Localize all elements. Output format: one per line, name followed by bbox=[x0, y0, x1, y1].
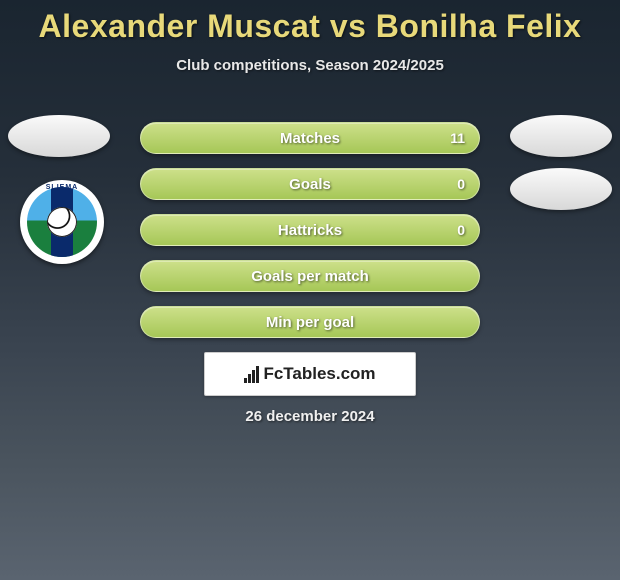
player2-club-placeholder bbox=[510, 168, 612, 210]
stat-label: Hattricks bbox=[278, 222, 342, 239]
date-label: 26 december 2024 bbox=[0, 408, 620, 425]
stat-row-hattricks: Hattricks 0 bbox=[140, 214, 480, 246]
stat-label: Matches bbox=[280, 130, 340, 147]
stat-label: Min per goal bbox=[266, 314, 354, 331]
stat-row-goals: Goals 0 bbox=[140, 168, 480, 200]
stat-row-min-per-goal: Min per goal bbox=[140, 306, 480, 338]
stat-label: Goals per match bbox=[251, 268, 369, 285]
brand-text: FcTables.com bbox=[263, 364, 375, 384]
club-badge-text: SLIEMA bbox=[20, 184, 104, 191]
stat-value: 0 bbox=[457, 222, 465, 238]
content-root: Alexander Muscat vs Bonilha Felix Club c… bbox=[0, 0, 620, 580]
club-badge-graphic bbox=[27, 187, 97, 257]
page-title: Alexander Muscat vs Bonilha Felix bbox=[0, 0, 620, 45]
stat-value: 0 bbox=[457, 176, 465, 192]
stat-label: Goals bbox=[289, 176, 331, 193]
player1-club-badge: SLIEMA bbox=[20, 180, 104, 264]
subtitle: Club competitions, Season 2024/2025 bbox=[0, 57, 620, 74]
brand-box[interactable]: FcTables.com bbox=[204, 352, 416, 396]
stat-value: 11 bbox=[450, 130, 465, 146]
player1-avatar-placeholder bbox=[8, 115, 110, 157]
stat-row-goals-per-match: Goals per match bbox=[140, 260, 480, 292]
bar-chart-icon bbox=[244, 365, 259, 383]
soccer-ball-icon bbox=[47, 207, 77, 237]
stat-row-matches: Matches 11 bbox=[140, 122, 480, 154]
player2-avatar-placeholder bbox=[510, 115, 612, 157]
stats-bars: Matches 11 Goals 0 Hattricks 0 Goals per… bbox=[140, 122, 480, 352]
